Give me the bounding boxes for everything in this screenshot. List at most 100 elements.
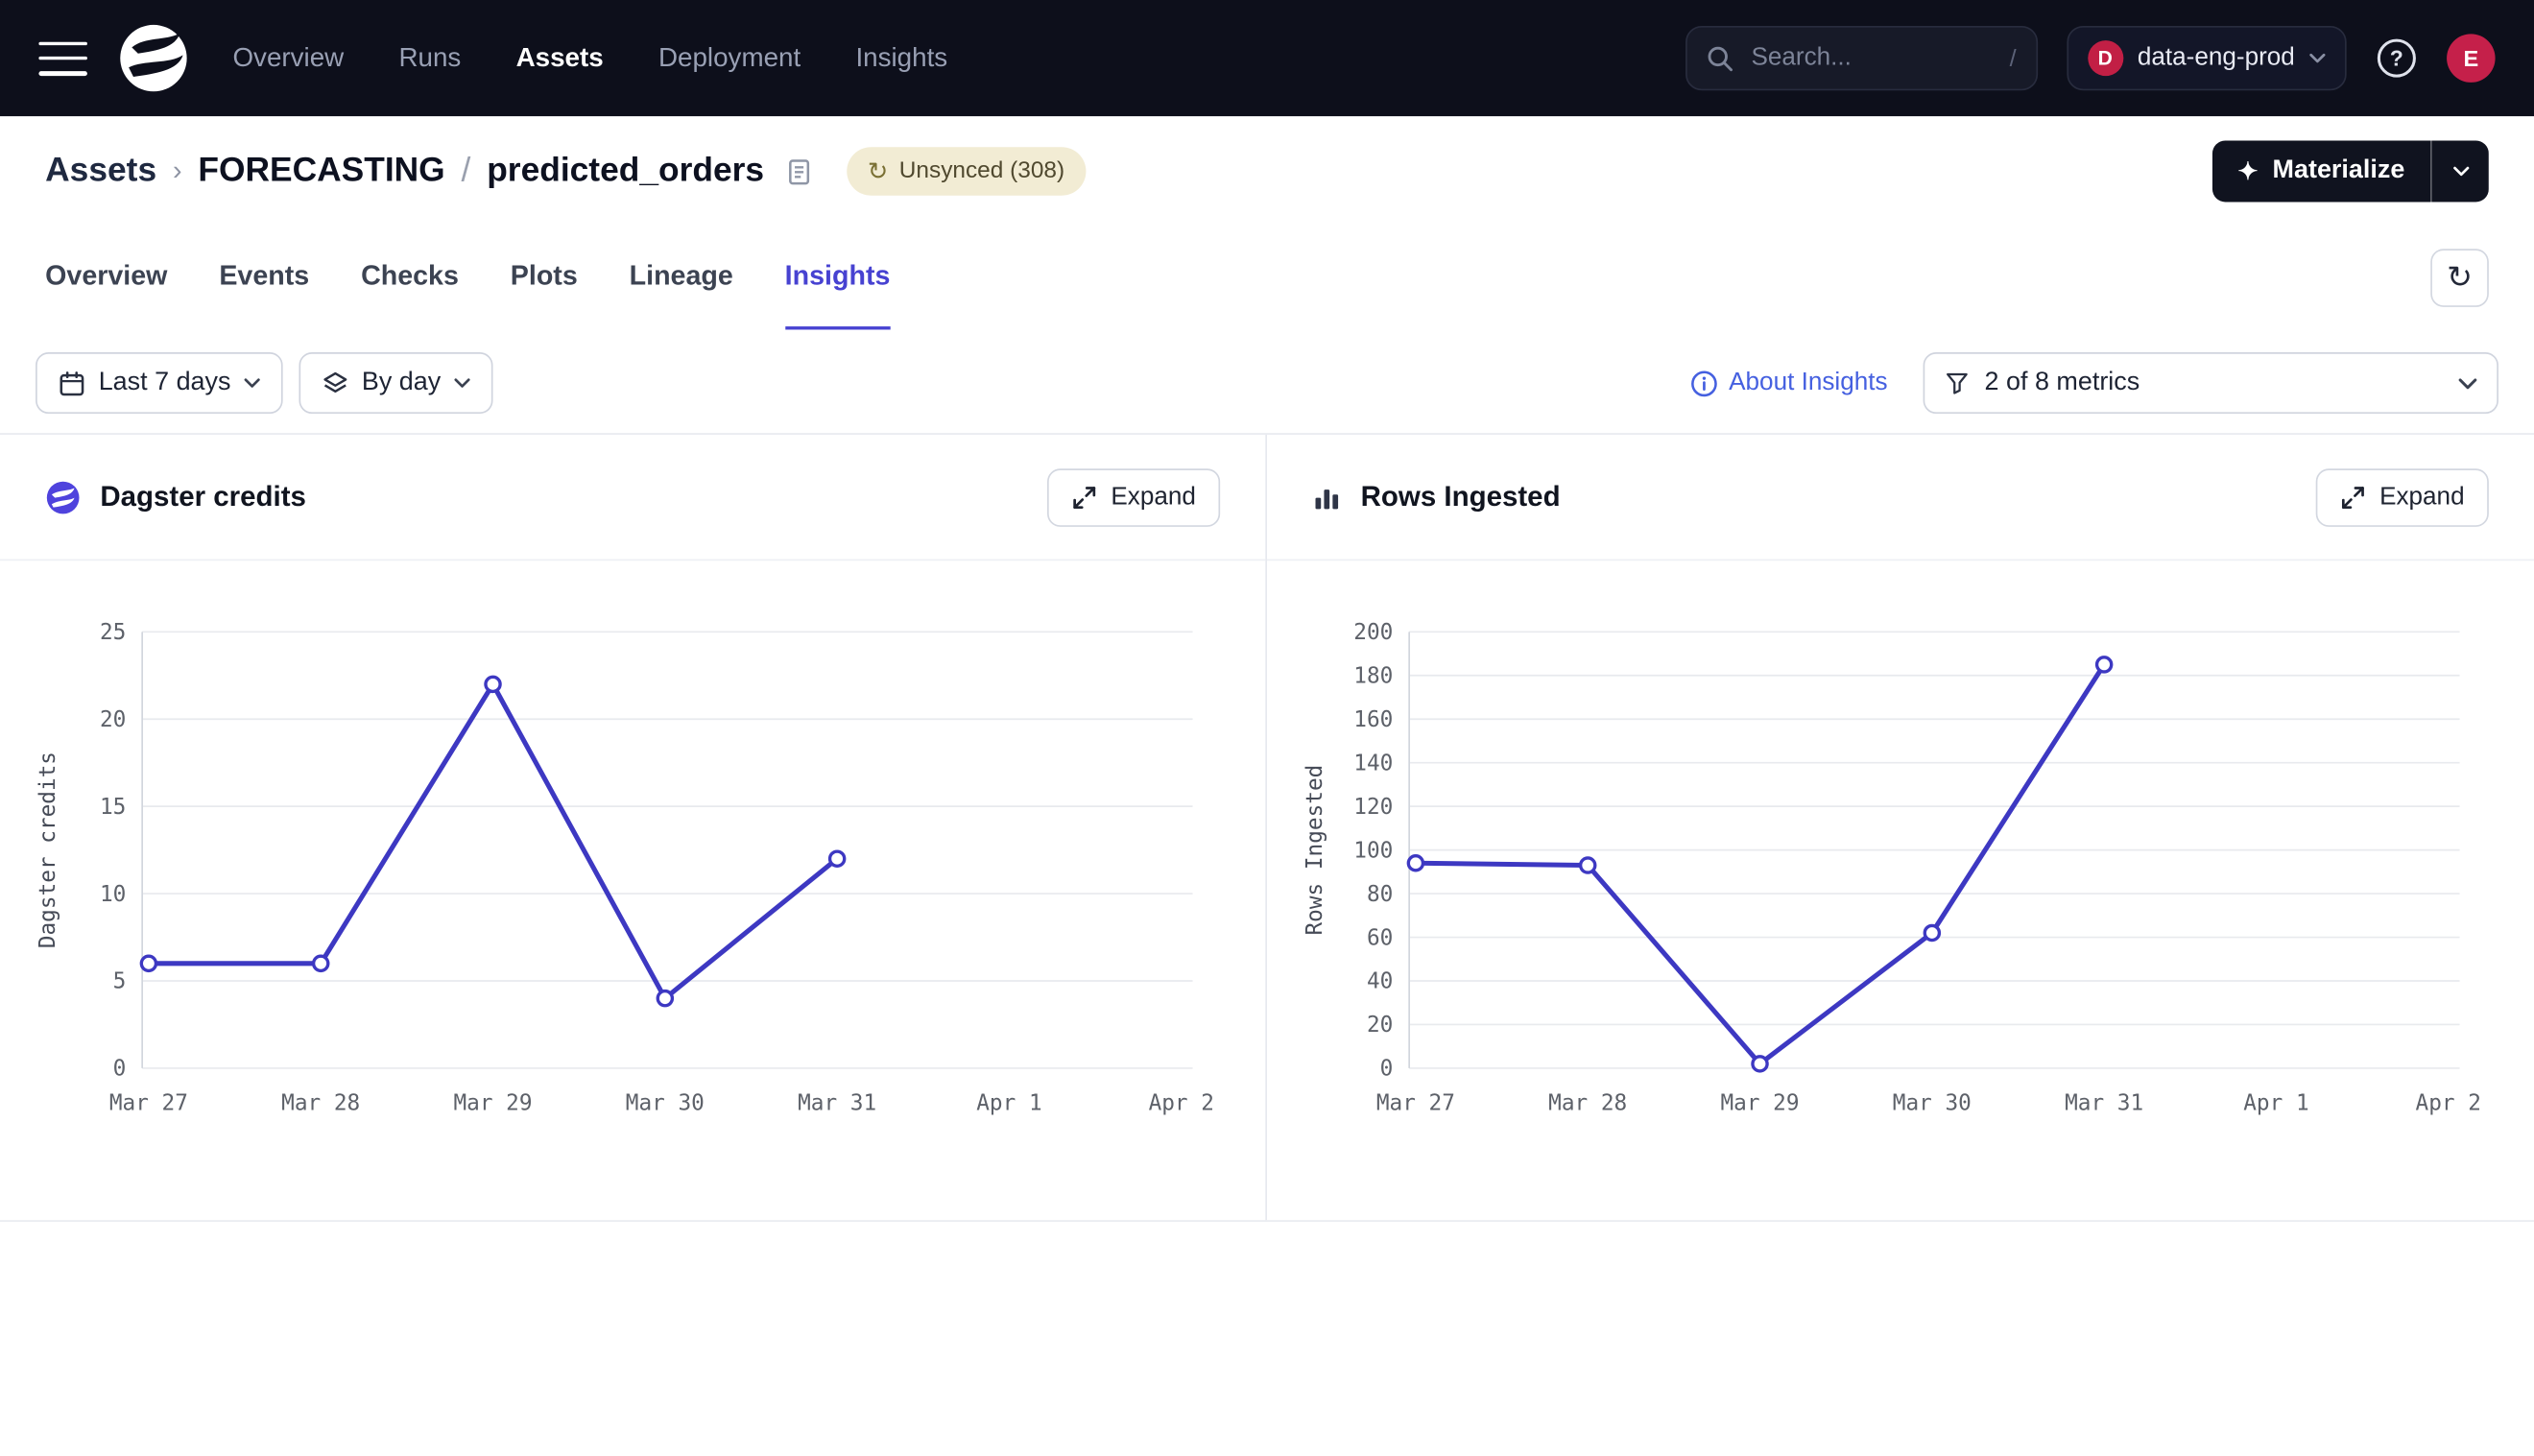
rows-ingested-panel: Rows Ingested Expand 0204060801001201401… xyxy=(1267,435,2534,1220)
layers-icon xyxy=(322,370,349,397)
svg-text:Mar 29: Mar 29 xyxy=(453,1091,532,1116)
unsynced-badge[interactable]: ↻ Unsynced (308) xyxy=(847,147,1086,196)
svg-text:20: 20 xyxy=(100,707,126,732)
nav-insights[interactable]: Insights xyxy=(855,43,947,74)
granularity-label: By day xyxy=(362,369,441,397)
refresh-icon: ↻ xyxy=(2447,263,2473,294)
svg-text:Apr 2: Apr 2 xyxy=(1149,1091,1214,1116)
panel-header: Rows Ingested Expand xyxy=(1267,435,2534,561)
asset-name: predicted_orders xyxy=(487,152,764,190)
tab-lineage[interactable]: Lineage xyxy=(630,227,733,330)
search-input[interactable] xyxy=(1748,42,1995,75)
chevron-down-icon xyxy=(2309,54,2326,63)
nav-runs[interactable]: Runs xyxy=(398,43,461,74)
svg-text:120: 120 xyxy=(1353,795,1393,820)
expand-label: Expand xyxy=(1111,483,1196,512)
expand-icon xyxy=(2341,484,2367,510)
svg-text:40: 40 xyxy=(1367,969,1393,994)
svg-text:200: 200 xyxy=(1353,620,1393,645)
chevron-down-icon xyxy=(2458,377,2477,389)
nav-assets[interactable]: Assets xyxy=(516,43,604,74)
expand-button[interactable]: Expand xyxy=(1048,467,1220,526)
svg-text:Mar 31: Mar 31 xyxy=(2065,1091,2143,1116)
primary-nav: Overview Runs Assets Deployment Insights xyxy=(232,43,947,74)
svg-text:25: 25 xyxy=(100,620,126,645)
materialize-button[interactable]: ✦ Materialize xyxy=(2211,140,2430,202)
tab-plots[interactable]: Plots xyxy=(511,227,578,330)
svg-text:15: 15 xyxy=(100,795,126,820)
panel-title: Rows Ingested xyxy=(1361,480,1561,513)
date-range-label: Last 7 days xyxy=(99,369,231,397)
chevron-down-icon xyxy=(454,378,470,388)
tab-checks[interactable]: Checks xyxy=(361,227,459,330)
svg-text:Rows Ingested: Rows Ingested xyxy=(1303,765,1327,936)
svg-text:160: 160 xyxy=(1353,707,1393,732)
svg-text:Mar 28: Mar 28 xyxy=(1548,1091,1627,1116)
about-insights-link[interactable]: About Insights xyxy=(1690,369,1888,397)
refresh-button[interactable]: ↻ xyxy=(2430,249,2489,307)
tab-overview[interactable]: Overview xyxy=(45,227,167,330)
nav-right-cluster: / D data-eng-prod ? E xyxy=(1685,26,2495,90)
svg-text:Dagster credits: Dagster credits xyxy=(36,752,60,948)
materialize-dropdown-button[interactable] xyxy=(2430,140,2489,202)
unsynced-badge-label: Unsynced (308) xyxy=(899,158,1064,184)
asset-header: Assets › FORECASTING / predicted_orders … xyxy=(0,116,2534,226)
search-icon xyxy=(1706,44,1733,72)
svg-text:Mar 31: Mar 31 xyxy=(798,1091,876,1116)
svg-text:Mar 27: Mar 27 xyxy=(109,1091,188,1116)
svg-text:180: 180 xyxy=(1353,664,1393,689)
svg-text:5: 5 xyxy=(113,969,127,994)
svg-text:?: ? xyxy=(2390,45,2403,70)
nav-deployment[interactable]: Deployment xyxy=(658,43,801,74)
breadcrumb-slash: / xyxy=(462,152,471,190)
materialize-split-button: ✦ Materialize xyxy=(2211,140,2489,202)
svg-text:Apr 1: Apr 1 xyxy=(976,1091,1041,1116)
svg-text:10: 10 xyxy=(100,882,126,907)
svg-text:Mar 27: Mar 27 xyxy=(1376,1091,1455,1116)
expand-label: Expand xyxy=(2379,483,2465,512)
svg-text:Mar 28: Mar 28 xyxy=(281,1091,360,1116)
svg-text:Mar 30: Mar 30 xyxy=(626,1091,705,1116)
metrics-filter-label: 2 of 8 metrics xyxy=(1985,369,2140,397)
user-avatar[interactable]: E xyxy=(2447,34,2496,83)
panel-title: Dagster credits xyxy=(100,480,306,513)
dagster-logo-icon[interactable] xyxy=(116,21,190,95)
metrics-filter-select[interactable]: 2 of 8 metrics xyxy=(1924,352,2498,414)
filter-right-cluster: About Insights 2 of 8 metrics xyxy=(1690,352,2498,414)
tab-insights[interactable]: Insights xyxy=(785,227,891,330)
help-icon[interactable]: ? xyxy=(2376,37,2418,80)
deployment-switcher[interactable]: D data-eng-prod xyxy=(2067,26,2347,90)
deployment-name: data-eng-prod xyxy=(2138,43,2295,72)
sync-icon: ↻ xyxy=(868,159,888,183)
svg-text:20: 20 xyxy=(1367,1013,1393,1038)
tab-events[interactable]: Events xyxy=(219,227,309,330)
breadcrumb-chevron: › xyxy=(173,155,182,188)
sparkle-icon: ✦ xyxy=(2237,159,2258,183)
date-range-dropdown[interactable]: Last 7 days xyxy=(36,352,282,414)
svg-text:100: 100 xyxy=(1353,838,1393,863)
dagster-credits-icon xyxy=(45,479,81,514)
bar-chart-icon xyxy=(1312,483,1341,512)
calendar-icon xyxy=(59,370,86,397)
deployment-initial-badge: D xyxy=(2088,40,2123,76)
top-nav: Overview Runs Assets Deployment Insights… xyxy=(0,0,2534,116)
info-icon xyxy=(1690,370,1718,397)
app-root: Overview Runs Assets Deployment Insights… xyxy=(0,0,2534,1456)
expand-button[interactable]: Expand xyxy=(2316,467,2488,526)
granularity-dropdown[interactable]: By day xyxy=(299,352,492,414)
copy-asset-key-icon[interactable] xyxy=(783,155,814,186)
insights-filter-bar: Last 7 days By day xyxy=(0,329,2534,433)
breadcrumb: Assets › FORECASTING / predicted_orders xyxy=(45,152,764,190)
about-insights-label: About Insights xyxy=(1729,369,1887,397)
chevron-down-icon xyxy=(244,378,260,388)
breadcrumb-assets-link[interactable]: Assets xyxy=(45,152,156,190)
breadcrumb-group[interactable]: FORECASTING xyxy=(198,152,444,190)
rows-ingested-chart: 020406080100120140160180200Mar 27Mar 28M… xyxy=(1267,561,2534,1206)
search-box[interactable]: / xyxy=(1685,26,2037,90)
svg-text:0: 0 xyxy=(1380,1057,1394,1082)
nav-overview[interactable]: Overview xyxy=(232,43,344,74)
svg-text:60: 60 xyxy=(1367,925,1393,950)
svg-text:Mar 29: Mar 29 xyxy=(1720,1091,1799,1116)
asset-tabs: Overview Events Checks Plots Lineage Ins… xyxy=(0,227,2534,330)
menu-button[interactable] xyxy=(38,41,87,75)
